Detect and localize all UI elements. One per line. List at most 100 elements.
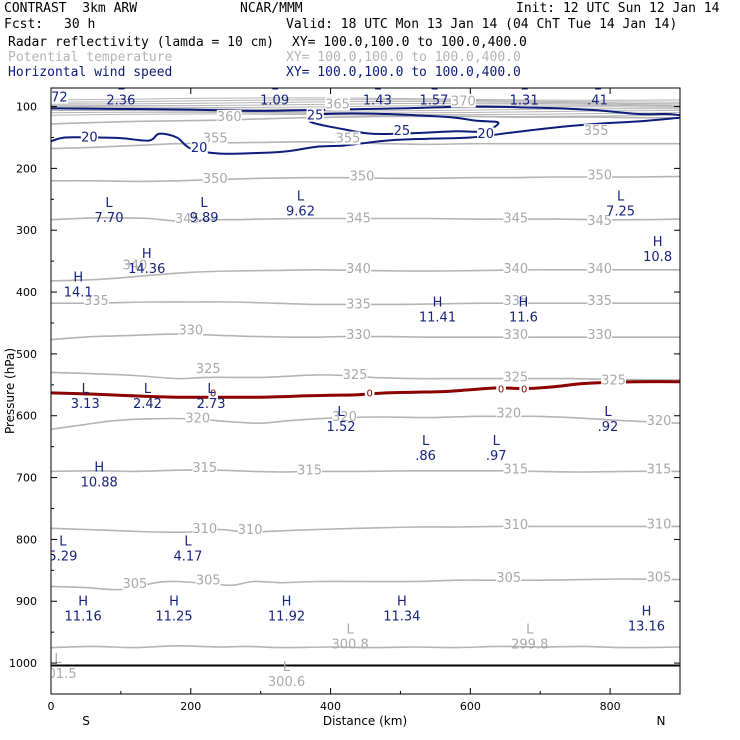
extremum-marker-L: L	[144, 382, 152, 397]
theta-label: 335	[587, 294, 612, 309]
theta-contour-360	[51, 115, 680, 125]
extremum-marker-H: H	[169, 595, 179, 610]
theta-label-bg	[195, 362, 221, 376]
extremum-value: 1.43	[363, 93, 392, 108]
extremum-marker-L: L	[184, 535, 192, 550]
theta-label-bg	[349, 169, 375, 183]
extremum-marker-H: H	[94, 460, 104, 475]
x-tick-label: 800	[600, 700, 621, 713]
theta-label-bg	[587, 328, 613, 342]
wind-contour-label-bg	[393, 124, 411, 138]
theta-label: 340	[503, 262, 528, 277]
reflectivity-label-bg	[519, 381, 529, 395]
theta-label: 340	[587, 262, 612, 277]
extremum-marker-L: L	[82, 382, 90, 397]
extremum-value: 301.5	[39, 667, 76, 682]
theta-label: 335	[503, 294, 528, 309]
extremum-marker-L: L	[493, 434, 501, 449]
x-end-label-south: S	[82, 714, 90, 728]
theta-label-bg	[185, 411, 211, 425]
wind-contour-label-bg	[51, 90, 68, 104]
theta-contour-305	[51, 578, 680, 591]
extremum-marker-L: L	[105, 196, 113, 211]
theta-label: 350	[587, 169, 612, 184]
theta-label: 305	[496, 571, 521, 586]
extremum-value: 14.1	[64, 286, 93, 301]
y-tick-label: 900	[16, 595, 37, 608]
y-tick-label: 400	[16, 286, 37, 299]
theta-contour-315	[51, 469, 680, 473]
wind-contour-label-bg	[477, 127, 495, 141]
theta-label-bg	[195, 573, 221, 587]
extremum-value: 14.36	[128, 262, 165, 277]
extremum-marker-L: L	[337, 405, 345, 420]
theta-contour-390	[51, 104, 680, 108]
theta-label: 320	[332, 410, 357, 425]
field-xy-reflectivity: XY= 100.0,100.0 to 100.0,400.0	[292, 35, 527, 50]
theta-label-bg	[587, 168, 613, 182]
theta-label-bg	[342, 367, 368, 381]
field-name-wind: Horizontal wind speed	[8, 65, 173, 80]
x-tick-label: 600	[460, 700, 481, 713]
contour-labels: 360 365 370 355 355 355 350 350 350 345 345 345 345 3…	[39, 78, 672, 690]
extremum-value: 300.8	[332, 637, 369, 652]
extremum-value: 1.31	[510, 93, 539, 108]
theta-label-bg	[216, 109, 242, 123]
theta-label-bg	[202, 171, 228, 185]
extremum-marker-L: L	[283, 660, 291, 675]
field-xy-wind: XY= 100.0,100.0 to 100.0,400.0	[286, 65, 521, 80]
extremum-value: 2.73	[197, 397, 226, 412]
theta-label: 330	[178, 323, 203, 338]
theta-label-bg	[646, 517, 672, 531]
extremum-marker-L: L	[271, 78, 279, 93]
y-tick-label: 700	[16, 472, 37, 485]
theta-label: 325	[601, 373, 626, 388]
theta-label: 340	[122, 258, 147, 273]
field-xy-theta: XY= 100.0,100.0 to 100.0,400.0	[286, 50, 521, 65]
extremum-value: 5.29	[48, 550, 77, 565]
reflectivity-label-bg	[208, 385, 218, 399]
extremum-marker-H: H	[397, 595, 407, 610]
theta-label-bg	[503, 370, 529, 384]
field-name-reflectivity: Radar reflectivity (lamda = 10 cm)	[8, 35, 275, 50]
extremum-value: 11.25	[155, 610, 192, 625]
theta-label-bg	[346, 328, 371, 342]
extremum-value: 11.92	[268, 610, 305, 625]
x-tick-label: 200	[180, 700, 201, 713]
theta-label-bg	[84, 294, 109, 308]
reflectivity-label-bg	[496, 381, 506, 395]
extremum-value: 11.34	[383, 610, 420, 625]
theta-label-bg	[174, 211, 200, 225]
extremum-marker-L: L	[374, 78, 382, 93]
theta-label: 310	[238, 523, 263, 538]
theta-contour-405	[51, 99, 680, 103]
x-tick-label: 400	[320, 700, 341, 713]
reflectivity-label: 0	[367, 389, 373, 400]
extremum-marker-L: L	[207, 382, 215, 397]
theta-label: 310	[503, 518, 528, 533]
extremum-marker-L: L	[117, 78, 125, 93]
theta-label: 325	[343, 368, 368, 383]
plot-frame	[50, 87, 681, 695]
theta-label-bg	[601, 373, 627, 387]
theta-label-bg	[503, 462, 529, 476]
theta-contour-310	[51, 525, 680, 534]
extremum-value: 7.70	[95, 211, 124, 226]
x-tick-label: 0	[48, 700, 55, 713]
theta-label: 345	[587, 214, 612, 229]
theta-label: 360	[217, 110, 242, 125]
extremum-marker-H: H	[73, 271, 83, 286]
theta-label-bg	[587, 262, 613, 276]
theta-label: 370	[451, 94, 476, 109]
extremum-value: 1.09	[260, 93, 289, 108]
x-end-label-north: N	[657, 714, 666, 728]
theta-label-bg	[202, 131, 228, 145]
extremum-marker-L: L	[200, 196, 208, 211]
extremum-value: 11.16	[65, 610, 102, 625]
reflectivity-label: 0	[210, 389, 216, 400]
wind-contour-label: 25	[307, 109, 324, 124]
theta-label-bg	[503, 294, 529, 308]
extremum-marker-L: L	[430, 78, 438, 93]
extremum-marker-L: L	[54, 652, 62, 667]
theta-label-bg	[587, 213, 613, 227]
